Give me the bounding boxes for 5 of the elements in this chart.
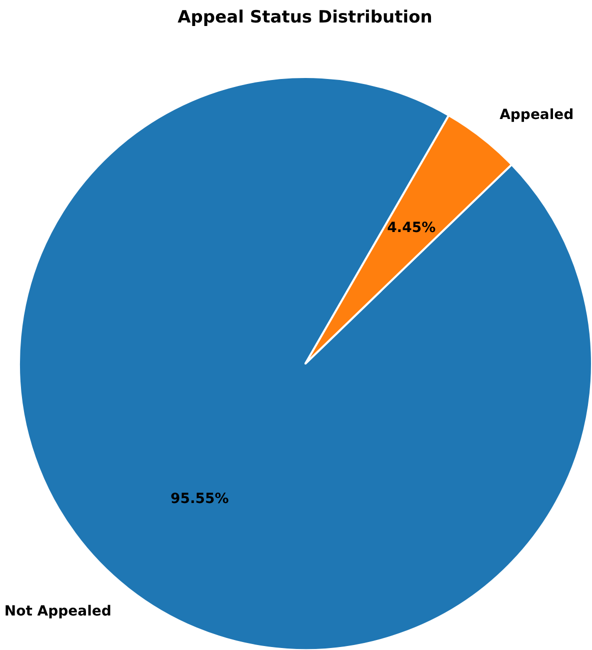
slice-label: Not Appealed (4, 604, 112, 620)
chart-title: Appeal Status Distribution (178, 8, 432, 28)
data-label: 4.45% (387, 220, 436, 236)
slice-label: Appealed (500, 107, 574, 124)
data-label: 95.55% (170, 490, 229, 507)
